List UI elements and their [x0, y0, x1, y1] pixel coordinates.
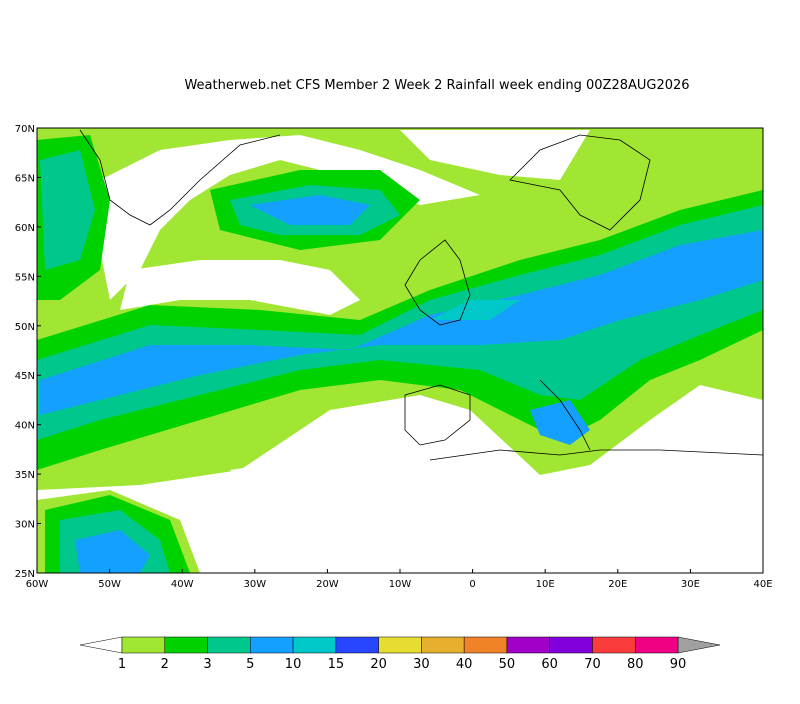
lat-label: 65N [15, 173, 35, 184]
colorbar-label: 90 [670, 657, 687, 672]
colorbar-segment [592, 636, 636, 654]
lon-label: 10W [389, 579, 412, 590]
colorbar-label: 60 [541, 657, 558, 672]
colorbar-segment [250, 636, 294, 654]
colorbar-label: 80 [627, 657, 644, 672]
colorbar-over [677, 636, 721, 654]
rain-area [250, 195, 370, 225]
dry-area [400, 130, 590, 180]
lon-label: 30W [243, 579, 266, 590]
lat-label: 35N [15, 470, 35, 481]
colorbar-label: 10 [285, 657, 302, 672]
rainfall-field [37, 128, 763, 573]
rain-area [75, 530, 150, 573]
dry-area [120, 260, 360, 315]
lon-label: 0 [469, 579, 475, 590]
lon-label: 30E [681, 579, 700, 590]
lat-label: 60N [15, 223, 35, 234]
lat-label: 25N [15, 569, 35, 580]
coastline [79, 129, 281, 226]
lon-label: 40W [171, 579, 194, 590]
coastlines [79, 129, 764, 461]
colorbar-label: 40 [456, 657, 473, 672]
colorbar-label: 70 [584, 657, 601, 672]
colorbar-segment [207, 636, 251, 654]
colorbar-segment [121, 636, 166, 654]
rain-area [40, 230, 763, 415]
coastline [404, 239, 471, 326]
colorbar-label: 1 [118, 657, 126, 672]
colorbar-segment [549, 636, 593, 654]
coastline [509, 134, 651, 231]
colorbar-segment [292, 636, 337, 654]
colorbar-label: 30 [413, 657, 430, 672]
lat-label: 45N [15, 371, 35, 382]
colorbar-label: 5 [246, 657, 254, 672]
colorbar-segment [463, 636, 508, 654]
lon-label: 20E [608, 579, 627, 590]
colorbar-under [79, 636, 123, 654]
colorbar-label: 2 [161, 657, 169, 672]
map-title: Weatherweb.net CFS Member 2 Week 2 Rainf… [184, 78, 689, 93]
coastline [429, 449, 764, 461]
colorbar-segment [634, 636, 679, 654]
colorbar-segment [335, 636, 379, 654]
rain-area [37, 205, 763, 440]
lon-label: 40E [753, 579, 772, 590]
colorbar-label: 50 [499, 657, 516, 672]
colorbar-label: 15 [328, 657, 345, 672]
rain-area [40, 150, 95, 270]
lon-label: 10E [536, 579, 555, 590]
lon-label: 20W [316, 579, 339, 590]
lon-label: 50W [98, 579, 121, 590]
coastline [404, 384, 471, 446]
lat-label: 30N [15, 520, 35, 531]
lat-label: 55N [15, 272, 35, 283]
lat-label: 40N [15, 421, 35, 432]
colorbar-segment [421, 636, 465, 654]
lon-label: 60W [26, 579, 49, 590]
colorbar-label: 20 [370, 657, 387, 672]
colorbar-segment [164, 636, 208, 654]
rain-area [430, 300, 520, 320]
lat-label: 70N [15, 124, 35, 135]
lat-label: 50N [15, 322, 35, 333]
coastline [539, 379, 591, 451]
colorbar-segment [378, 636, 422, 654]
rain-area [530, 400, 590, 445]
colorbar-segment [506, 636, 550, 654]
colorbar-label: 3 [203, 657, 211, 672]
dry-area [230, 400, 470, 500]
